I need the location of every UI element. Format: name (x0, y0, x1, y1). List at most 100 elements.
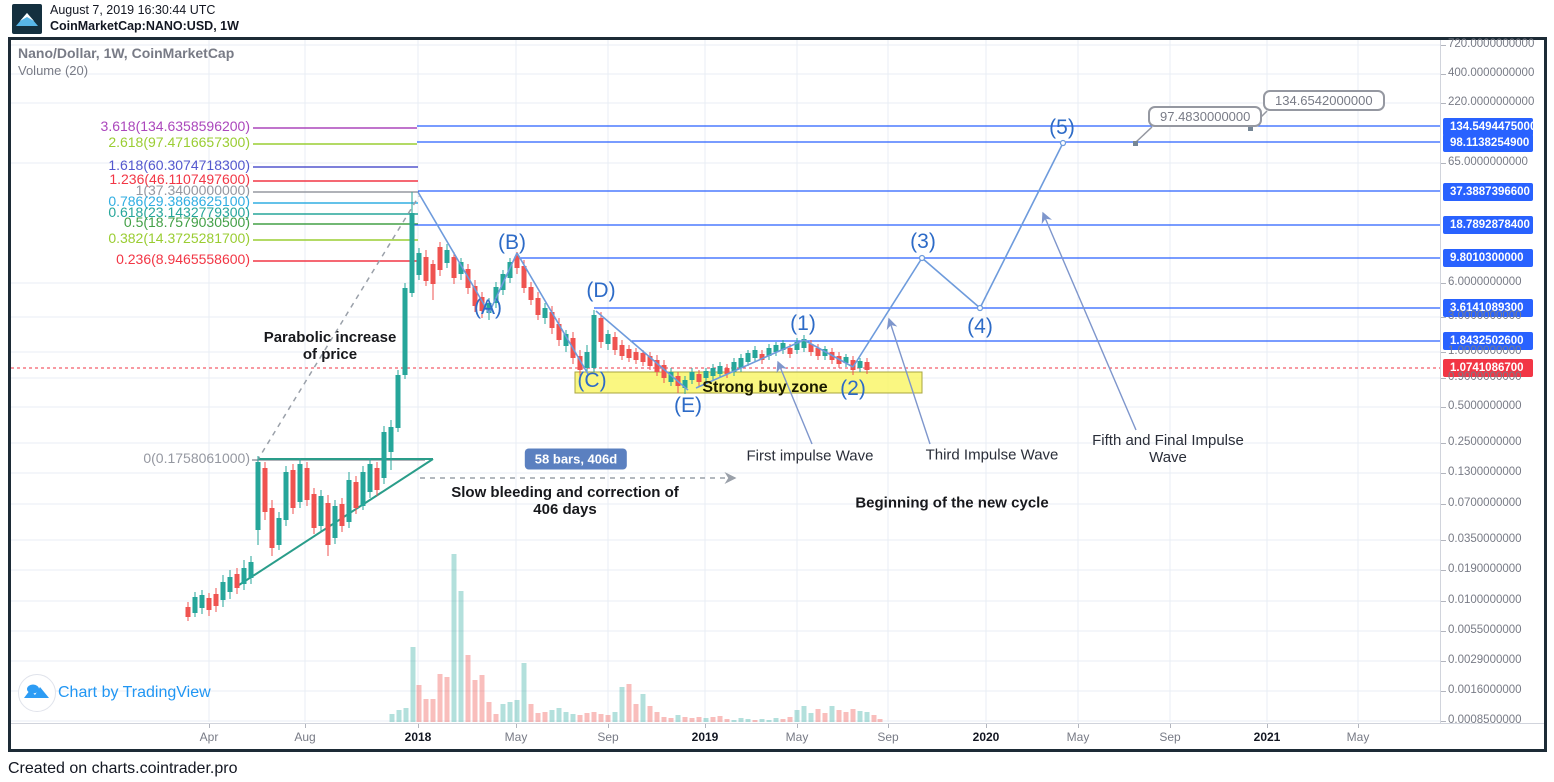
candle-body (423, 257, 429, 281)
price-axis-tick (1441, 473, 1446, 474)
annotation-text[interactable]: Beginning of the new cycle (855, 494, 1049, 512)
fib-level-label[interactable]: 0.618(23.1432779300) (108, 204, 250, 220)
wave-label[interactable]: (D) (586, 279, 616, 302)
candle-body (668, 372, 674, 382)
wave-label[interactable]: (E) (674, 394, 702, 417)
candle-body (437, 247, 443, 270)
volume-bar (556, 708, 562, 722)
volume-bar (759, 719, 765, 722)
price-axis-tick (1441, 691, 1446, 692)
fib-level-label[interactable]: 1(37.3400000000) (135, 182, 250, 198)
price-axis-label: 0.0100000000 (1448, 594, 1522, 606)
candle-body (703, 371, 709, 378)
fib-level-label[interactable]: 1.618(60.3074718300) (108, 157, 250, 173)
volume-bar (689, 718, 695, 722)
annotation-text[interactable]: Parabolic increase of price (263, 329, 397, 363)
volume-bar (703, 718, 709, 722)
strong-buy-zone-label[interactable]: Strong buy zone (702, 379, 828, 396)
fib-level-label[interactable]: 0(0.1758061000) (143, 450, 250, 466)
volume-bar (403, 708, 409, 722)
volume-bar (857, 711, 863, 722)
volume-bar (472, 680, 478, 722)
fib-level-label[interactable]: 0.236(8.9465558600) (116, 251, 250, 267)
candle-body (486, 303, 492, 313)
volume-bar (850, 709, 856, 722)
candle-body (283, 472, 289, 520)
volume-bar (605, 715, 611, 722)
price-callout[interactable]: 134.6542000000 (1263, 90, 1385, 111)
fib-level-label[interactable]: 0.5(18.7579030500) (123, 214, 250, 230)
candle-body (626, 349, 632, 358)
volume-bar (549, 710, 555, 722)
wave-segment (695, 339, 805, 389)
candle-body (451, 257, 457, 278)
pane-title: Nano/Dollar, 1W, CoinMarketCap Volume (2… (18, 44, 234, 80)
volume-bar (500, 704, 506, 722)
measure-badge[interactable]: 58 bars, 406d (524, 448, 628, 470)
candle-body (479, 297, 485, 311)
candle-body (780, 343, 786, 350)
candle-body (787, 348, 793, 354)
candle-body (556, 324, 562, 340)
candle-body (199, 595, 205, 608)
chart-frame (8, 37, 1547, 752)
candle-body (696, 374, 702, 382)
time-axis-label: Apr (199, 730, 219, 744)
candle-body (304, 468, 310, 500)
time-axis-tick (705, 724, 706, 728)
wave-label[interactable]: (2) (840, 377, 866, 400)
fib-level-label[interactable]: 0.382(14.3725281700) (108, 230, 250, 246)
candle-body (808, 344, 814, 352)
price-axis-tick (1441, 352, 1446, 353)
volume-bar (801, 706, 807, 722)
wave-label[interactable]: (4) (967, 315, 993, 338)
fib-level-label[interactable]: 3.618(134.6358596200) (100, 118, 250, 134)
volume-bar (829, 706, 835, 722)
volume-bar (654, 712, 660, 722)
fib-level-label[interactable]: 1.236(46.1107497600) (109, 171, 250, 187)
wave-label[interactable]: (1) (790, 312, 816, 335)
candle-body (528, 287, 534, 300)
candle-body (416, 253, 422, 275)
volume-bar (389, 714, 395, 722)
wave-label[interactable]: (C) (577, 369, 607, 392)
fib-level-label[interactable]: 2.618(97.4716657300) (108, 134, 250, 150)
parabolic-dashed-line (256, 195, 420, 462)
candle-body (339, 504, 345, 526)
wave-label[interactable]: (A) (474, 296, 502, 319)
wave-label[interactable]: (5) (1049, 116, 1075, 139)
volume-bar (619, 687, 625, 722)
pane-symbol-title: Nano/Dollar, 1W, CoinMarketCap (18, 45, 235, 61)
volume-bar (521, 663, 527, 722)
wave-label[interactable]: (B) (498, 231, 526, 254)
fib-level-label[interactable]: 0.786(29.3868625100) (108, 193, 250, 209)
wave-segment (417, 191, 490, 314)
candle-body (850, 360, 856, 370)
wave-label[interactable]: (3) (910, 230, 936, 253)
callout-anchor-dot (1248, 126, 1253, 131)
candle-body (766, 348, 772, 356)
price-axis-badge: 3.6141089300 (1443, 299, 1533, 317)
time-axis-label: Sep (877, 730, 899, 744)
volume-bar (444, 677, 450, 722)
footer-credit: Created on charts.cointrader.pro (8, 760, 238, 777)
annotation-text[interactable]: Slow bleeding and correction of 406 days (451, 484, 679, 518)
price-axis-tick (1441, 721, 1446, 722)
candle-body (815, 348, 821, 356)
cointrader-logo-icon[interactable] (12, 4, 42, 34)
price-callout[interactable]: 97.4830000000 (1148, 106, 1263, 127)
tradingview-attribution-link[interactable]: Chart by TradingView (58, 684, 211, 701)
annotation-text[interactable]: Fifth and Final Impulse Wave (1092, 432, 1244, 466)
annotation-text[interactable]: First impulse Wave (746, 447, 874, 465)
time-axis-tick (1267, 724, 1268, 728)
tradingview-logo-icon[interactable] (18, 674, 56, 712)
time-axis-label: Sep (1159, 730, 1181, 744)
time-axis-label: May (1066, 730, 1090, 744)
annotation-text[interactable]: Third Impulse Wave (925, 446, 1059, 464)
candle-body (794, 342, 800, 350)
candle-body (213, 594, 219, 606)
price-axis-label: 6.0000000000 (1448, 276, 1522, 288)
volume-bar (458, 591, 464, 722)
price-axis-label: 0.1300000000 (1448, 466, 1522, 478)
